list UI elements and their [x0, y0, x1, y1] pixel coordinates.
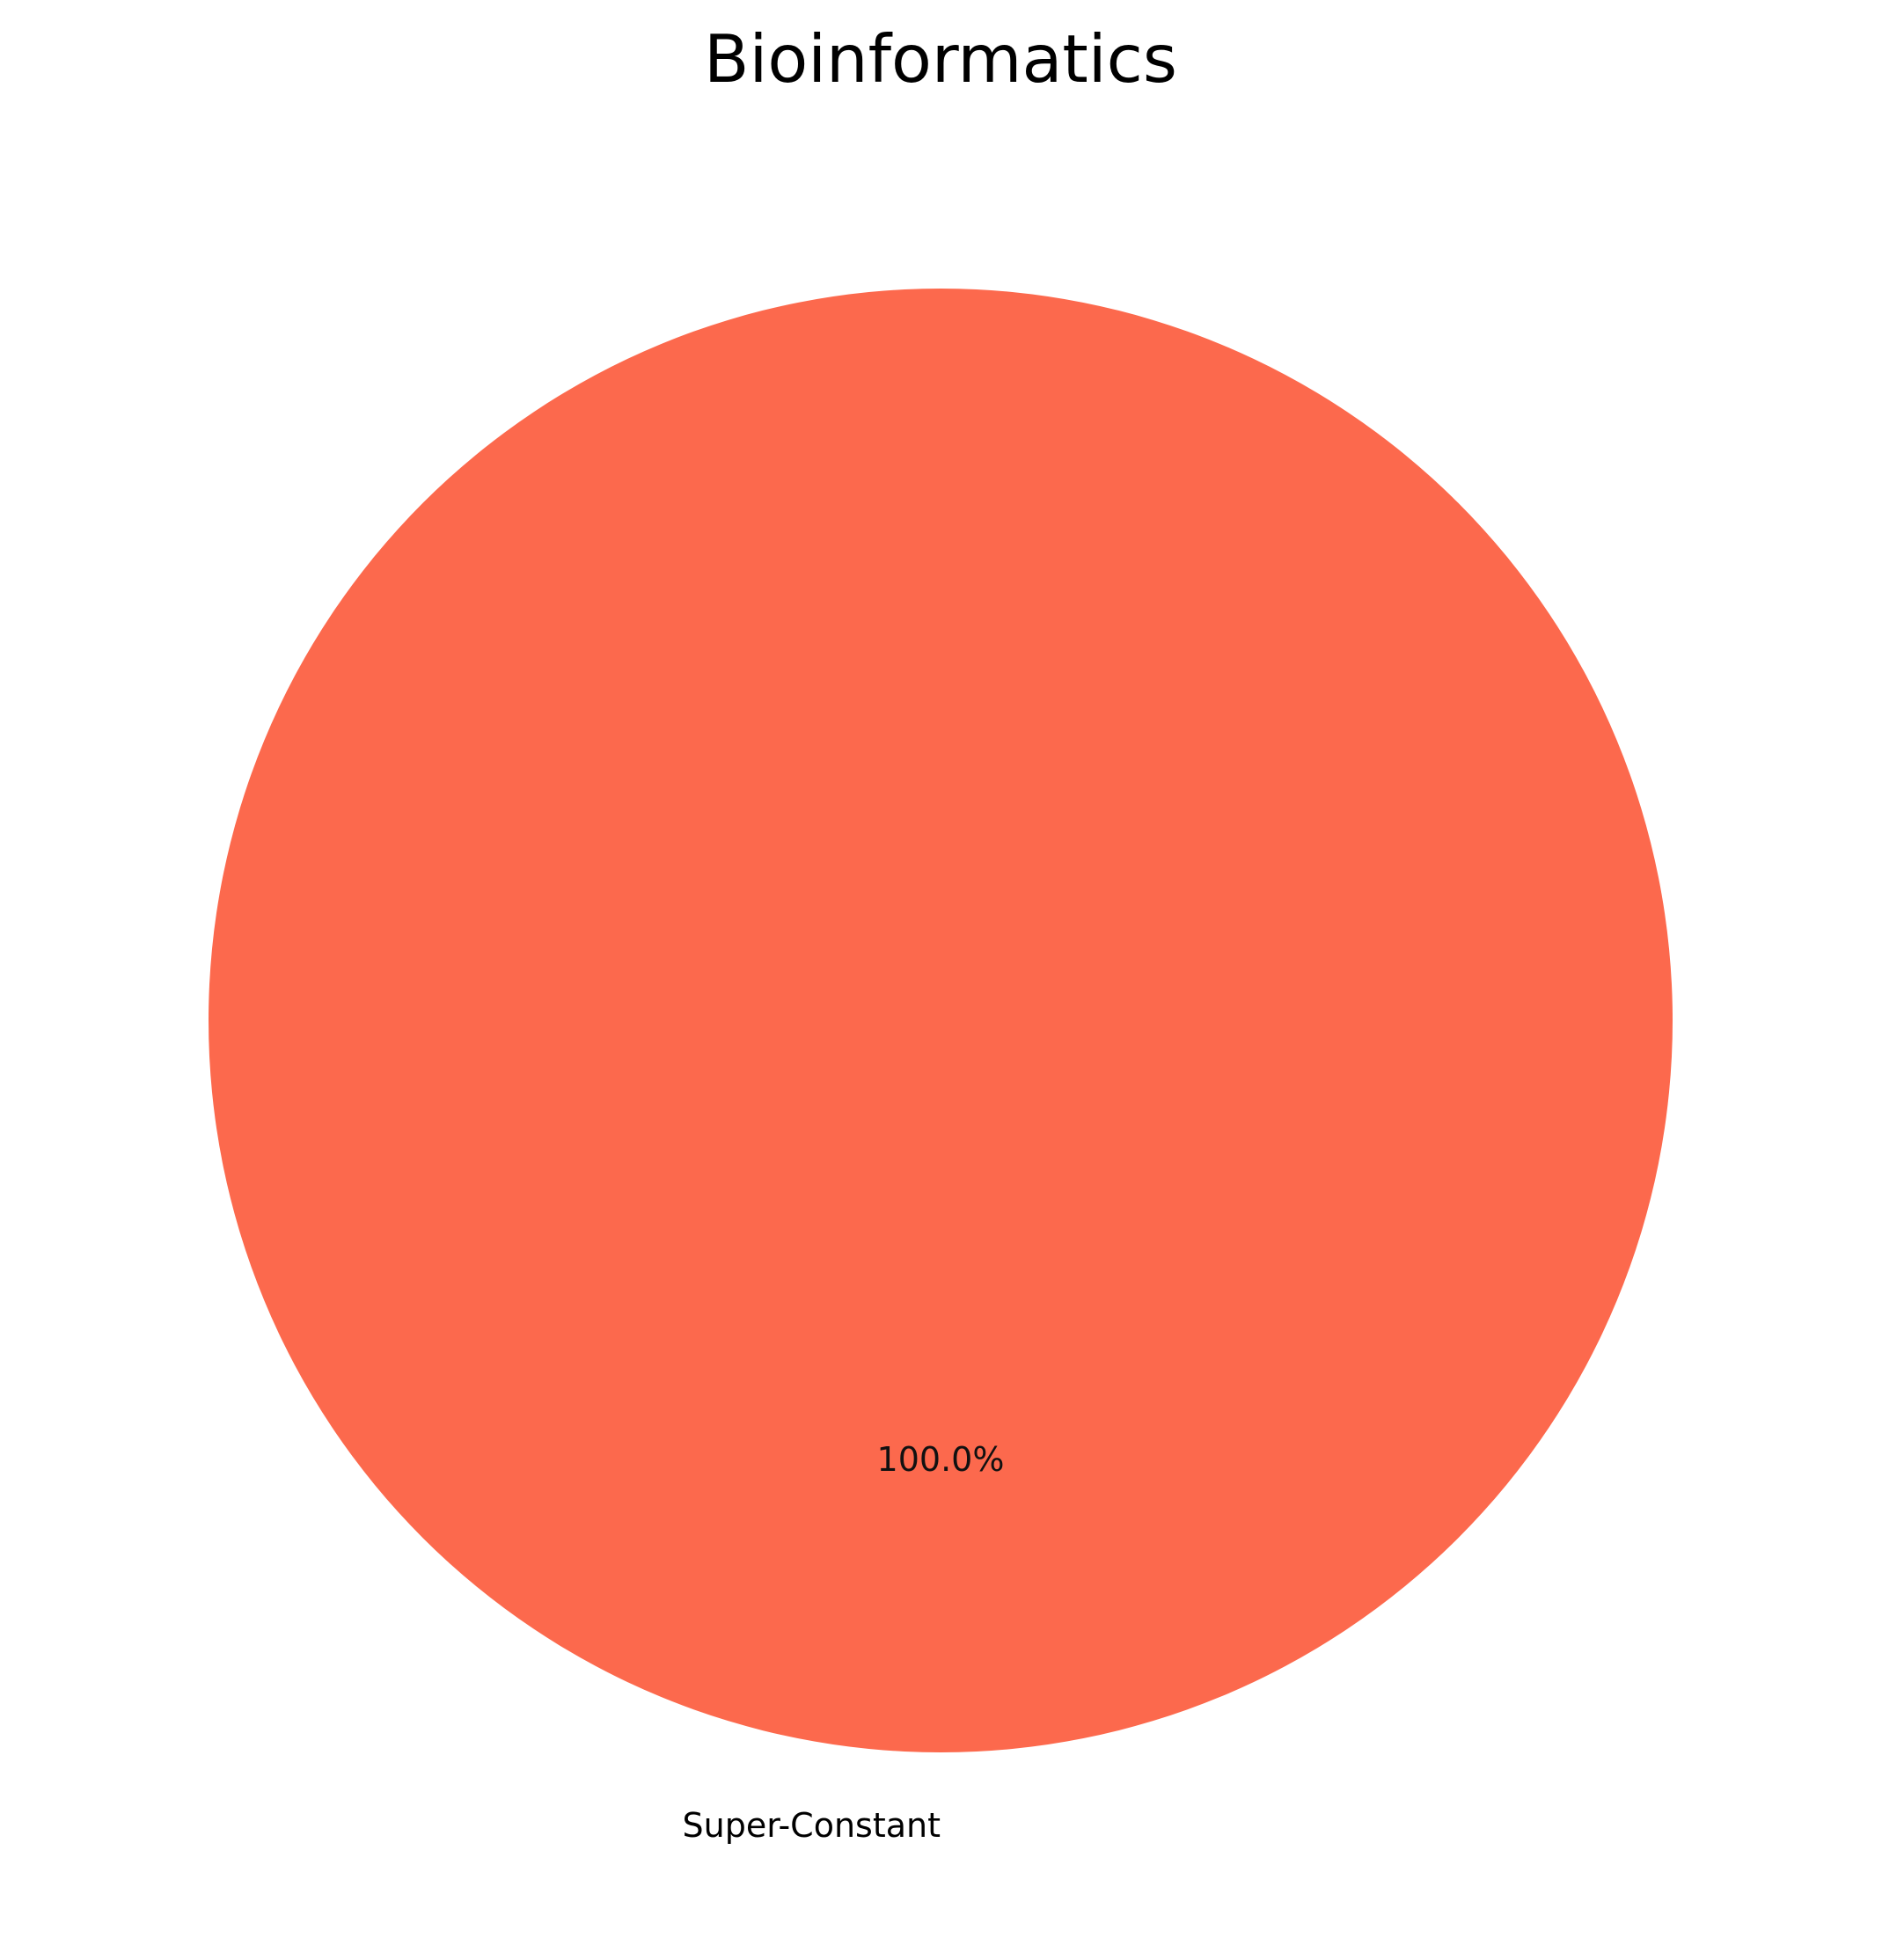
chart-title: Bioinformatics: [704, 20, 1177, 98]
slice-category-label: Super-Constant: [683, 1806, 941, 1845]
pie-labels: 100.0% Super-Constant: [683, 1440, 1005, 1845]
slice-percent-label: 100.0%: [877, 1440, 1005, 1479]
pie-slices: [209, 289, 1673, 1752]
pie-slice: [209, 289, 1673, 1752]
